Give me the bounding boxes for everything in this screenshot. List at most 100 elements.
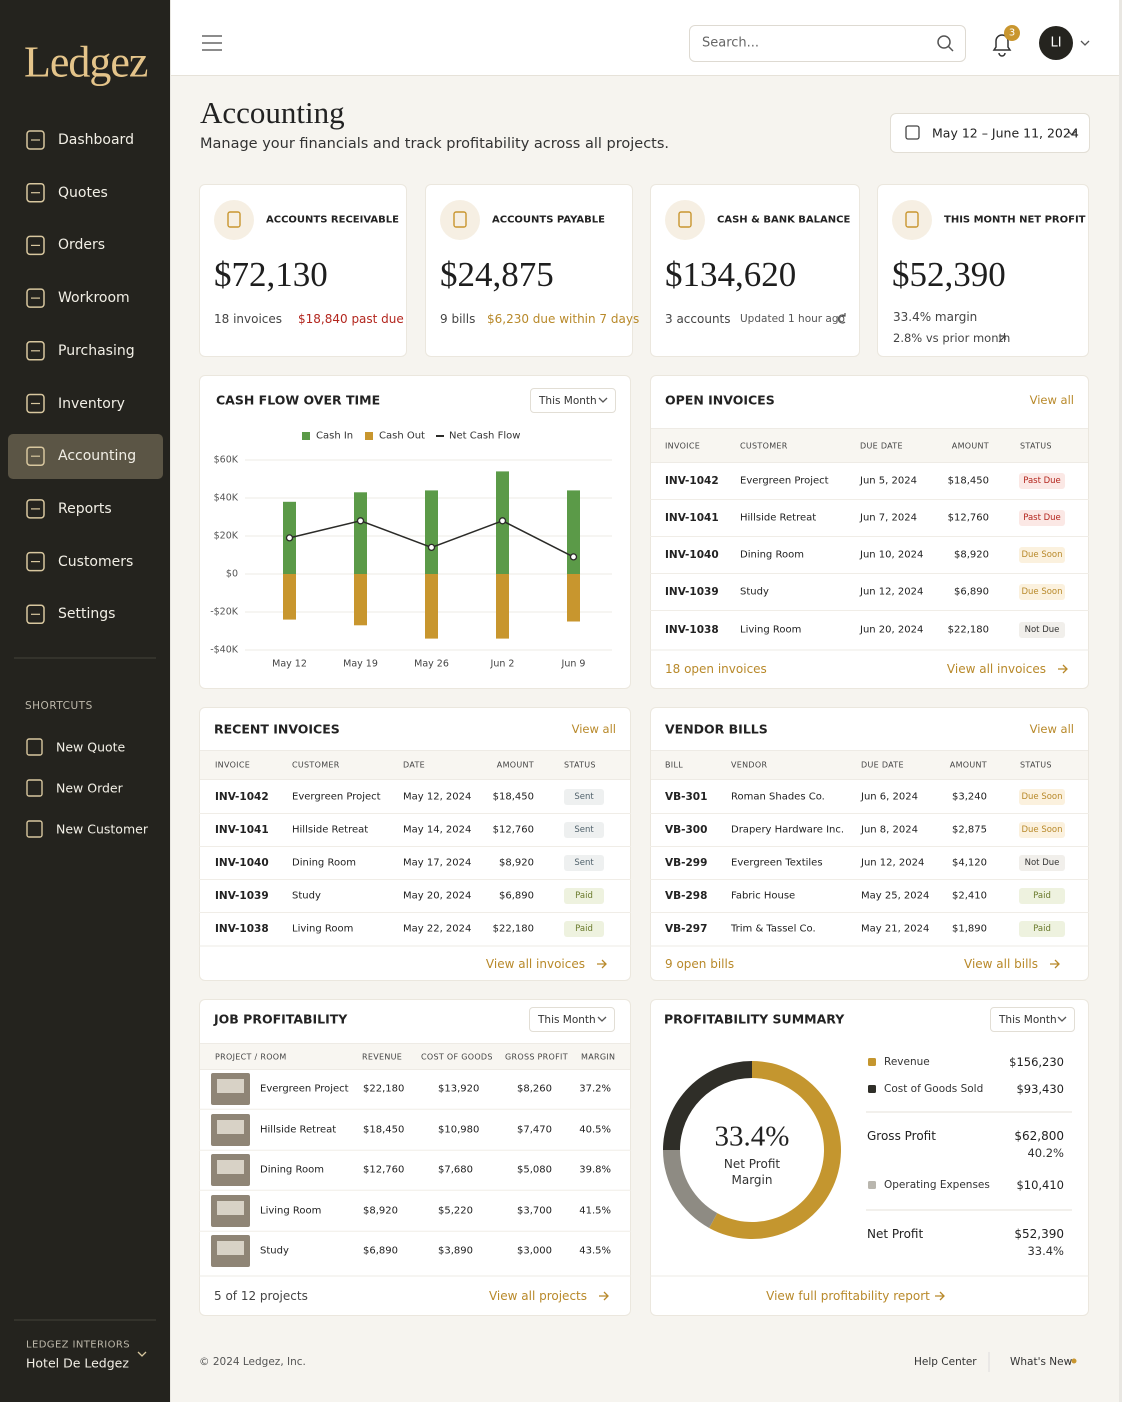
status-badge — [564, 888, 604, 904]
x-tick-label: May 26 — [414, 658, 449, 670]
cell: $4,120 — [952, 857, 987, 869]
table-header — [200, 1043, 630, 1070]
view-all-link[interactable]: View all — [1029, 722, 1074, 736]
nav-item[interactable]: Customers — [58, 553, 134, 570]
nav-item[interactable]: Orders — [58, 237, 106, 254]
card-title: OPEN INVOICES — [665, 392, 775, 408]
page-subtitle: Manage your financials and track profita… — [200, 136, 670, 152]
nav-item[interactable]: Purchasing — [58, 342, 135, 359]
cell: $22,180 — [492, 923, 534, 935]
nav-item[interactable]: Dashboard — [58, 132, 134, 148]
org-name[interactable]: Hotel De Ledgez — [26, 1355, 129, 1371]
cell: $18,450 — [363, 1124, 405, 1136]
cell: INV-1039 — [215, 890, 269, 902]
status-label: Due Soon — [1021, 825, 1063, 835]
summary-value: $52,390 — [1014, 1227, 1064, 1241]
filter-label: This Month — [999, 1014, 1057, 1026]
column-header: COST OF GOODS — [421, 1052, 493, 1061]
cell: $3,890 — [438, 1245, 473, 1257]
cell: Drapery Hardware Inc. — [731, 824, 845, 836]
chart-title: CASH FLOW OVER TIME — [216, 392, 381, 408]
kpi-card — [877, 184, 1089, 357]
cell: Jun 10, 2024 — [860, 549, 924, 561]
cell: $12,760 — [492, 824, 534, 836]
cell: Jun 20, 2024 — [860, 624, 924, 636]
x-tick-label: May 12 — [272, 658, 307, 670]
cell: Hillside Retreat — [260, 1124, 337, 1136]
status-label: Sent — [574, 858, 594, 868]
status-label: Sent — [574, 792, 594, 802]
legend-label: Revenue — [884, 1056, 930, 1068]
x-tick-label: May 19 — [343, 658, 378, 670]
cell: INV-1038 — [665, 624, 719, 636]
cell: $2,875 — [952, 824, 987, 836]
status-badge — [564, 855, 604, 871]
view-all-link[interactable]: View all — [571, 722, 616, 736]
shortcut-item[interactable]: New Order — [56, 780, 123, 796]
cell: Evergreen Textiles — [731, 857, 823, 869]
nav-item[interactable]: Inventory — [58, 395, 125, 412]
nav-item[interactable]: Workroom — [58, 290, 130, 307]
footer-link[interactable]: View all projects — [488, 1289, 587, 1303]
kpi-detail: $6,230 due within 7 days — [487, 312, 640, 326]
column-header: DUE DATE — [860, 441, 903, 450]
brand: Ledgez — [24, 37, 148, 87]
cell: Jun 7, 2024 — [860, 512, 917, 524]
filter-label: This Month — [538, 1014, 596, 1026]
cell: INV-1042 — [665, 475, 719, 487]
footer-link[interactable]: View all bills — [964, 957, 1038, 971]
date-range[interactable] — [890, 113, 1090, 153]
status-label: Due Soon — [1021, 587, 1063, 597]
legend-label: Cash In — [316, 430, 354, 442]
sidebar — [0, 0, 170, 1402]
column-header: DATE — [403, 760, 426, 770]
kpi-note: 9 bills — [440, 312, 476, 326]
cell: Jun 6, 2024 — [861, 791, 918, 803]
card-title: VENDOR BILLS — [665, 721, 768, 737]
cell: $7,680 — [438, 1164, 473, 1176]
x-tick-label: Jun 9 — [561, 658, 586, 670]
status-badge — [1019, 888, 1065, 904]
cell: $22,180 — [363, 1083, 405, 1095]
cell: Jun 8, 2024 — [861, 824, 918, 836]
y-tick-label: $40K — [213, 492, 238, 504]
status-label: Not Due — [1024, 625, 1060, 635]
cell: May 20, 2024 — [403, 890, 472, 902]
y-tick-label: -$40K — [210, 644, 238, 656]
cell: $3,240 — [952, 791, 987, 803]
cell: $1,890 — [952, 923, 987, 935]
shortcut-item[interactable]: New Customer — [56, 821, 148, 837]
kpi-note: 3 accounts — [665, 312, 731, 326]
cell: Dining Room — [260, 1164, 324, 1176]
footer-link[interactable]: View all invoices — [946, 662, 1046, 676]
footer-link[interactable]: What's New — [1010, 1356, 1073, 1368]
status-label: Paid — [575, 924, 593, 934]
footer-link[interactable]: View full profitability report — [766, 1289, 930, 1303]
status-label: Paid — [575, 891, 593, 901]
view-all-link[interactable]: View all — [1029, 393, 1074, 407]
nav-item[interactable]: Settings — [58, 606, 116, 623]
cell: May 25, 2024 — [861, 890, 930, 902]
nav-item[interactable]: Reports — [58, 500, 112, 517]
status-badge — [1019, 789, 1065, 805]
footer-link[interactable]: Help Center — [914, 1356, 977, 1368]
avatar-initials[interactable]: LI — [1050, 35, 1062, 51]
status-label: Past Due — [1023, 476, 1061, 486]
column-header: MARGIN — [581, 1052, 616, 1061]
summary-margin: 40.2% — [1027, 1146, 1064, 1160]
cell: $8,920 — [363, 1205, 398, 1217]
kpi-value: $52,390 — [892, 255, 1006, 294]
column-header: BILL — [665, 760, 683, 770]
kpi-note: 18 invoices — [214, 312, 283, 326]
shortcut-item[interactable]: New Quote — [56, 739, 126, 755]
legend-label: Cash Out — [379, 430, 425, 442]
search-box[interactable] — [689, 25, 966, 62]
cell: $7,470 — [517, 1124, 552, 1136]
status-badge — [1019, 473, 1065, 489]
cell: Living Room — [292, 923, 354, 935]
status-label: Sent — [574, 825, 594, 835]
nav-item[interactable]: Accounting — [58, 448, 137, 465]
footer-link[interactable]: View all invoices — [485, 957, 585, 971]
nav-item[interactable]: Quotes — [58, 184, 108, 201]
kpi-value: $72,130 — [214, 255, 328, 294]
